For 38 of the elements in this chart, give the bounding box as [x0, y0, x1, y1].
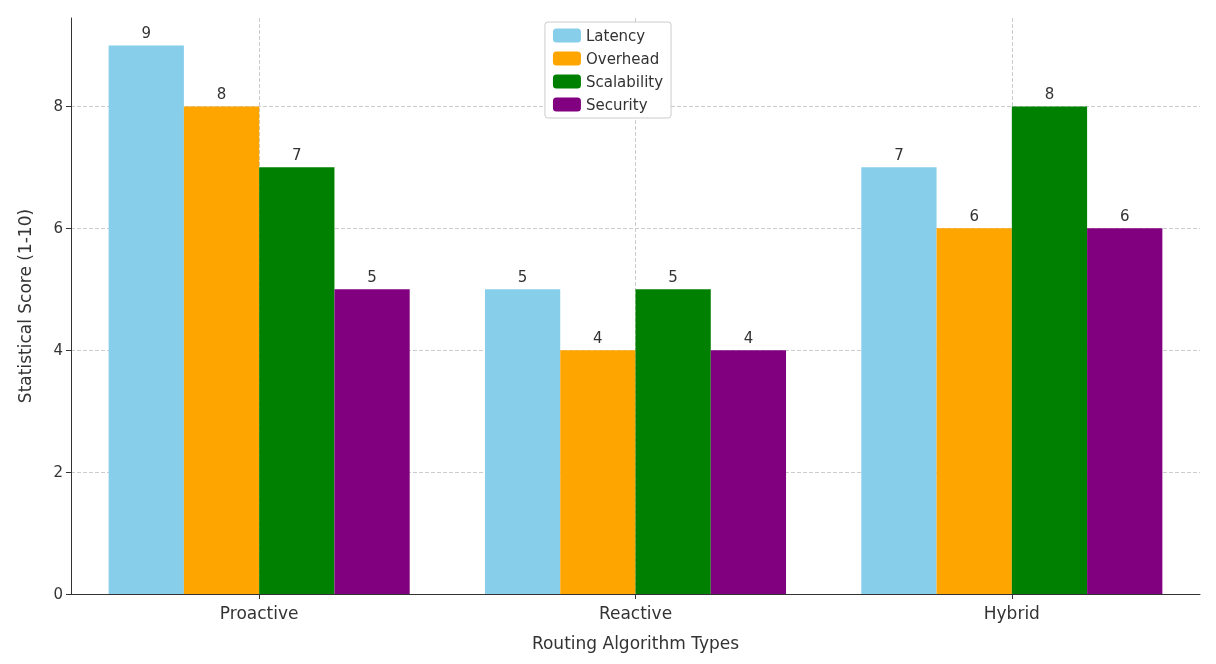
y-axis-title: Statistical Score (1-10)	[14, 208, 35, 404]
bar	[560, 350, 636, 594]
bar	[1087, 228, 1163, 594]
bar	[1011, 106, 1088, 594]
bar	[108, 45, 184, 594]
bar	[183, 106, 260, 594]
bar	[861, 167, 937, 594]
legend-label: Scalability	[585, 72, 664, 91]
x-tick-label: Hybrid	[983, 602, 1040, 623]
bar	[259, 167, 335, 594]
data-label: 5	[367, 267, 377, 286]
bar	[334, 289, 410, 594]
y-tick-label: 8	[53, 97, 63, 116]
data-label: 6	[969, 206, 979, 225]
bar	[936, 228, 1012, 594]
bar	[710, 350, 787, 594]
data-label: 8	[1044, 84, 1055, 103]
y-tick-label: 2	[53, 463, 63, 482]
bar	[484, 289, 561, 594]
legend-label: Overhead	[585, 49, 660, 68]
data-label: 7	[894, 145, 904, 164]
bar	[635, 289, 711, 594]
y-tick-label: 0	[53, 585, 63, 603]
data-label: 6	[1119, 206, 1130, 225]
data-label: 8	[216, 84, 227, 103]
data-label: 4	[743, 328, 754, 347]
legend-label: Security	[585, 95, 648, 114]
y-tick-label: 4	[53, 341, 63, 360]
data-label: 7	[292, 145, 302, 164]
x-axis-title: Routing Algorithm Types	[531, 632, 740, 653]
x-tick-label: Reactive	[598, 602, 673, 623]
legend-label: Latency	[585, 26, 646, 45]
data-label: 5	[668, 267, 678, 286]
x-tick-label: Proactive	[219, 602, 299, 623]
data-label: 9	[141, 23, 152, 42]
y-tick-label: 6	[53, 219, 63, 238]
data-label: 5	[517, 267, 528, 286]
data-label: 4	[593, 328, 603, 347]
